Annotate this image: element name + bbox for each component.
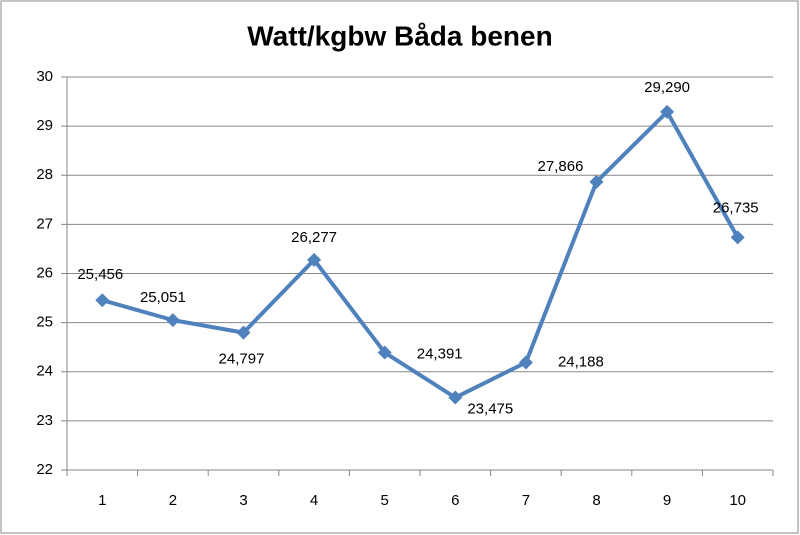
x-tick-label: 8	[592, 492, 600, 509]
x-tick-label: 9	[663, 492, 671, 509]
x-tick-label: 6	[451, 492, 459, 509]
x-tick-label: 4	[310, 492, 318, 509]
y-tick-label: 27	[36, 215, 53, 232]
x-tick-label: 1	[98, 492, 106, 509]
data-label: 25,456	[77, 266, 123, 283]
data-label: 26,277	[291, 229, 337, 246]
x-tick-label: 3	[239, 492, 247, 509]
data-label: 24,797	[219, 351, 265, 368]
marker	[448, 390, 463, 405]
data-label: 24,391	[417, 346, 463, 363]
data-label: 29,290	[644, 79, 690, 96]
data-label: 27,866	[538, 158, 584, 175]
marker	[730, 230, 745, 245]
marker	[377, 345, 392, 360]
chart-title: Watt/kgbw Båda benen	[247, 20, 552, 51]
marker	[95, 293, 110, 308]
x-tick-label: 2	[169, 492, 177, 509]
x-tick-label: 7	[522, 492, 530, 509]
data-label: 26,735	[713, 199, 759, 216]
y-tick-label: 28	[36, 166, 53, 183]
marker	[165, 313, 180, 328]
y-tick-label: 23	[36, 412, 53, 429]
y-tick-label: 24	[36, 363, 53, 380]
y-tick-label: 22	[36, 461, 53, 478]
data-line	[101, 109, 740, 400]
x-tick-label: 5	[381, 492, 389, 509]
y-tick-label: 29	[36, 117, 53, 134]
marker	[589, 174, 604, 189]
marker	[236, 325, 251, 340]
data-label: 23,475	[467, 401, 513, 418]
data-label: 25,051	[140, 289, 186, 306]
x-tick-label: 10	[729, 492, 746, 509]
marker	[307, 252, 322, 267]
data-label: 24,188	[558, 353, 604, 370]
y-tick-label: 26	[36, 264, 53, 281]
y-tick-label: 25	[36, 314, 53, 331]
marker	[518, 355, 533, 370]
y-tick-label: 30	[36, 68, 53, 85]
marker	[660, 104, 675, 119]
